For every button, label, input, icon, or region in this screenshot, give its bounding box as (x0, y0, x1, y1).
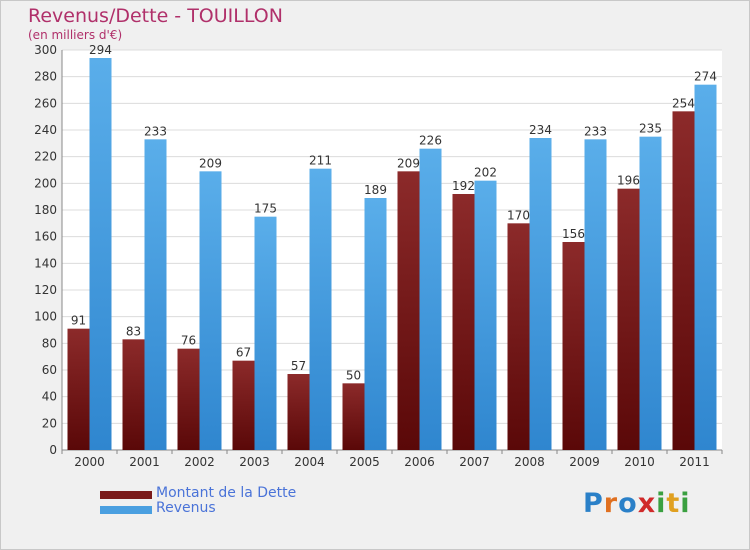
y-tick-label: 120 (34, 283, 57, 297)
y-tick-label: 300 (34, 43, 57, 57)
data-label-revenus: 175 (254, 202, 277, 216)
bar-revenus (639, 136, 662, 450)
y-tick-label: 0 (49, 443, 57, 457)
y-tick-label: 280 (34, 70, 57, 84)
y-tick-label: 160 (34, 230, 57, 244)
data-label-dette: 156 (562, 227, 585, 241)
data-label-dette: 254 (672, 96, 695, 110)
bar-dette (122, 339, 145, 450)
y-tick-label: 80 (42, 336, 57, 350)
data-label-revenus: 209 (199, 156, 222, 170)
logo-letter: r (603, 488, 619, 519)
y-tick-label: 140 (34, 256, 57, 270)
x-tick-label: 2005 (349, 455, 380, 469)
x-tick-label: 2007 (459, 455, 490, 469)
legend-swatch-revenus (100, 506, 152, 514)
bar-dette (672, 111, 695, 450)
y-tick-label: 220 (34, 150, 57, 164)
y-tick-label: 200 (34, 176, 57, 190)
bar-revenus (199, 171, 222, 451)
data-label-revenus: 233 (144, 124, 167, 138)
logo-letter: o (618, 488, 638, 519)
x-tick-label: 2009 (569, 455, 600, 469)
data-label-revenus: 211 (309, 154, 332, 168)
bar-dette (232, 360, 255, 450)
chart-title: Revenus/Dette - TOUILLON (28, 5, 283, 27)
data-label-dette: 67 (236, 346, 251, 360)
proxiti-logo: Proxiti (583, 488, 691, 519)
data-label-revenus: 189 (364, 183, 387, 197)
y-tick-label: 20 (42, 416, 57, 430)
x-tick-label: 2010 (624, 455, 655, 469)
bar-dette (507, 223, 530, 450)
x-tick-label: 2002 (184, 455, 215, 469)
data-label-revenus: 294 (89, 43, 112, 57)
bar-revenus (419, 148, 442, 450)
bar-revenus (144, 139, 167, 451)
y-tick-label: 240 (34, 123, 57, 137)
bar-revenus (89, 58, 112, 450)
y-tick-label: 260 (34, 96, 57, 110)
logo-letter: i (656, 488, 667, 519)
data-label-dette: 91 (71, 314, 86, 328)
x-tick-label: 2006 (404, 455, 435, 469)
bar-revenus (474, 180, 497, 450)
logo-letter: x (637, 488, 657, 519)
x-tick-label: 2004 (294, 455, 325, 469)
y-tick-label: 180 (34, 203, 57, 217)
chart-subtitle: (en milliers d'€) (28, 28, 123, 42)
data-label-dette: 76 (181, 334, 196, 348)
logo-letter: P (583, 488, 604, 519)
bar-revenus (254, 216, 277, 450)
bar-dette (287, 374, 310, 450)
logo-letter: t (666, 488, 681, 519)
bar-dette (67, 328, 90, 450)
bar-revenus (309, 168, 332, 450)
legend-label-dette: Montant de la Dette (156, 485, 297, 501)
y-tick-label: 60 (42, 363, 57, 377)
data-label-revenus: 274 (694, 70, 717, 84)
data-label-revenus: 226 (419, 134, 442, 148)
data-label-dette: 170 (507, 208, 530, 222)
data-label-revenus: 202 (474, 166, 497, 180)
bar-dette (397, 171, 420, 451)
bar-dette (177, 348, 200, 450)
x-tick-label: 2000 (74, 455, 105, 469)
data-label-dette: 57 (291, 359, 306, 373)
bar-dette (452, 194, 475, 450)
x-tick-label: 2001 (129, 455, 160, 469)
plot-area (62, 50, 722, 450)
y-tick-label: 40 (42, 390, 57, 404)
bar-revenus (364, 198, 387, 450)
data-label-revenus: 234 (529, 123, 552, 137)
bar-revenus (694, 84, 717, 451)
bar-dette (342, 383, 365, 450)
bar-revenus (584, 139, 607, 451)
data-label-dette: 192 (452, 179, 475, 193)
data-label-dette: 209 (397, 156, 420, 170)
data-label-revenus: 235 (639, 122, 662, 136)
data-label-dette: 83 (126, 324, 141, 338)
bar-dette (617, 188, 640, 450)
data-label-dette: 50 (346, 368, 361, 382)
data-label-dette: 196 (617, 174, 640, 188)
bar-dette (562, 242, 585, 450)
bar-revenus (529, 138, 552, 450)
logo-letter: i (680, 488, 691, 519)
y-tick-label: 100 (34, 310, 57, 324)
legend-label-revenus: Revenus (156, 500, 216, 516)
x-tick-label: 2003 (239, 455, 270, 469)
x-tick-label: 2008 (514, 455, 545, 469)
data-label-revenus: 233 (584, 124, 607, 138)
x-tick-label: 2011 (679, 455, 710, 469)
legend-swatch-dette (100, 491, 152, 499)
